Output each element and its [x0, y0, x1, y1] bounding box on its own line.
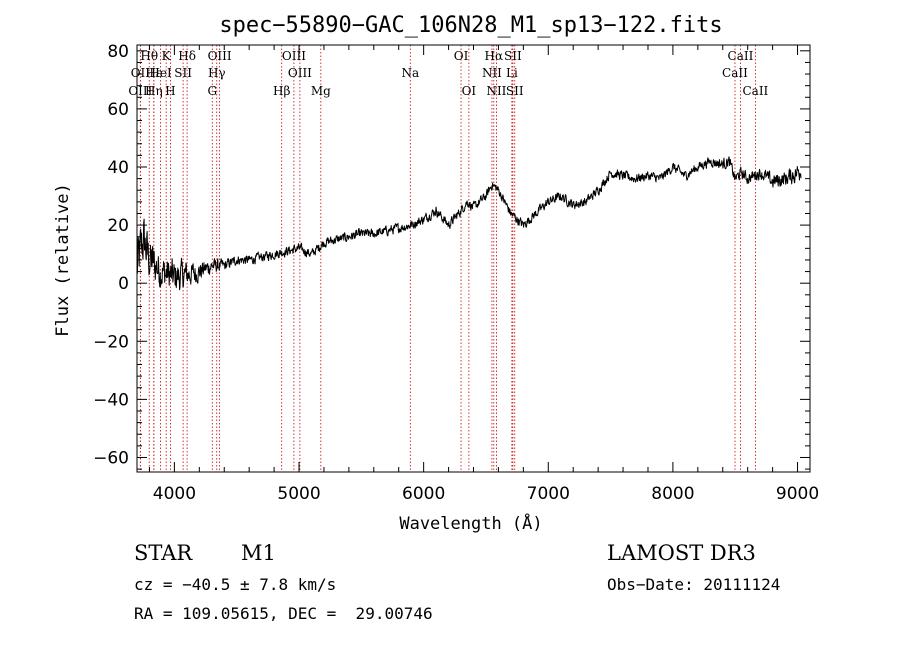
spectral-line-label: CaII — [722, 66, 748, 80]
spectral-line-label: K — [162, 49, 172, 63]
spectral-line-label: Hθ — [140, 49, 158, 63]
spectral-line-label: SII — [506, 84, 524, 98]
x-axis-label: Wavelength (Å) — [399, 512, 542, 534]
y-tick-label: −20 — [93, 332, 129, 352]
spectral-line-label: SII — [504, 49, 522, 63]
survey-name: LAMOST DR3 — [607, 541, 756, 565]
spectral-line-label: Hα — [485, 49, 504, 63]
y-tick-label: 20 — [107, 216, 129, 236]
redshift-readout: cz = −40.5 ± 7.8 km/s — [134, 575, 337, 594]
spectral-line-label: OIII — [288, 66, 312, 80]
spectral-line-label: NII — [482, 66, 502, 80]
coordinates-readout: RA = 109.05615, DEC = 29.00746 — [134, 604, 433, 623]
spectral-line-label: Li — [506, 66, 518, 80]
spectral-line-label: CaII — [728, 49, 754, 63]
spectral-line-label: OI — [462, 84, 477, 98]
spectral-line-label: Hη — [145, 84, 163, 98]
spectral-line-label: NII — [486, 84, 506, 98]
y-axis-label: Flux (relative) — [53, 183, 73, 337]
spectral-line-label: OIII — [208, 49, 232, 63]
y-tick-label: 0 — [118, 274, 129, 294]
x-tick-label: 7000 — [527, 484, 570, 504]
y-tick-label: 80 — [107, 42, 129, 62]
x-tick-label: 4000 — [153, 484, 196, 504]
spectral-line-label: SII — [174, 66, 192, 80]
spectral-line-label: Na — [401, 66, 419, 80]
x-axis-ticks: 4000 5000 6000 7000 8000 9000 — [148, 45, 819, 504]
y-tick-label: 60 — [107, 100, 129, 120]
spectral-line-label: HeI — [149, 66, 172, 80]
y-tick-label: −40 — [93, 390, 129, 410]
object-type: STAR — [134, 541, 193, 565]
y-axis-ticks: −60 −40 −20 0 20 40 60 80 — [93, 42, 810, 470]
spectrum-trace — [136, 156, 802, 291]
spectral-line-label: H — [165, 84, 175, 98]
y-tick-label: −60 — [93, 448, 129, 468]
x-tick-label: 5000 — [277, 484, 320, 504]
x-tick-label: 6000 — [402, 484, 445, 504]
x-tick-label: 9000 — [776, 484, 819, 504]
spectrum-line — [136, 156, 802, 291]
spectral-line-label: OI — [454, 49, 469, 63]
observation-date: Obs−Date: 20111124 — [607, 575, 781, 594]
chart-title: spec−55890−GAC_106N28_M1_sp13−122.fits — [219, 13, 722, 38]
spectral-line-label: Hε — [145, 66, 162, 80]
object-subclass: M1 — [241, 541, 276, 565]
spectral-line-label: OII — [131, 66, 151, 80]
spectral-line-label: OIII — [128, 84, 152, 98]
spectral-line-label: CaII — [742, 84, 768, 98]
spectral-line-label: G — [207, 84, 217, 98]
spectral-line-label: Mg — [311, 84, 331, 98]
spectral-line-label: Hδ — [178, 49, 196, 63]
y-tick-label: 40 — [107, 158, 129, 178]
spectral-line-label: Hγ — [208, 66, 226, 80]
spectral-line-label: Hβ — [273, 84, 290, 98]
spectral-line-label: OIII — [282, 49, 306, 63]
x-tick-label: 8000 — [651, 484, 694, 504]
